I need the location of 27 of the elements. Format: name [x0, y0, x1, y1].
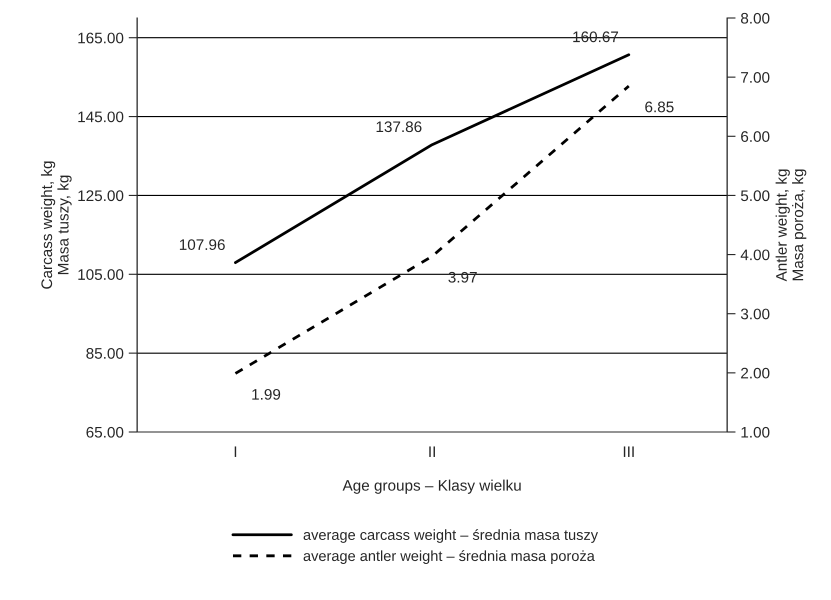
y2-tick-label: 3.00: [740, 308, 770, 320]
x-tick-label: I: [234, 446, 236, 457]
x-tick-label: II: [429, 446, 435, 457]
y2-tick-label: 6.00: [741, 131, 770, 142]
y-tick-label: 65.00: [86, 426, 124, 438]
y2-axis-title: Antler weight, kg Masa poroża, kg: [776, 170, 806, 282]
data-label: 3.97: [448, 272, 477, 283]
x-tick-label: III: [624, 446, 634, 457]
legend-label: average carcass weight – średnia masa tuszy: [304, 529, 598, 543]
data-label: 1.99: [252, 388, 280, 400]
y2-tick-label: 5.00: [740, 190, 770, 202]
y-tick-label: 125.00: [78, 190, 124, 202]
y2-tick-label: 1.00: [741, 426, 770, 438]
legend-label: average antler weight – średnia masa poroża: [304, 550, 595, 564]
y2-tick-label: 4.00: [740, 249, 770, 260]
y-tick-label: 105.00: [78, 269, 124, 280]
y-tick-label: 145.00: [78, 111, 124, 122]
data-label: 137.86: [376, 121, 422, 132]
x-axis-title: Age groups – Klasy wielku: [342, 480, 521, 494]
y2-tick-label: 2.00: [741, 368, 770, 379]
data-label: 107.96: [180, 239, 225, 250]
y2-tick-label: 7.00: [741, 72, 770, 83]
y-tick-label: 85.00: [86, 348, 124, 359]
data-label: 6.85: [645, 102, 674, 112]
y-tick-label: 165.00: [78, 32, 124, 44]
y2-tick-label: 8.00: [740, 12, 770, 24]
y-axis-title: Carcass weight, kg Masa tuszy, kg: [40, 161, 72, 289]
